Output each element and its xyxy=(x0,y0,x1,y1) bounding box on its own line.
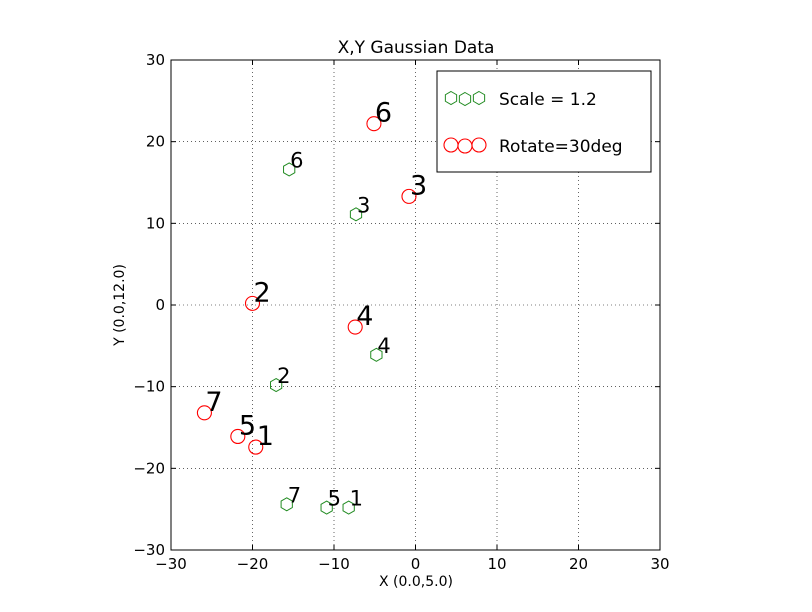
data-point-hexagon xyxy=(280,497,293,512)
y-axis-label: Y (0.0,12.0) xyxy=(112,264,128,347)
point-label: 1 xyxy=(350,487,363,511)
legend: Scale = 1.2 Rotate=30deg xyxy=(436,70,652,173)
point-label: 7 xyxy=(205,387,222,418)
legend-marker-hexagon xyxy=(472,90,486,106)
point-label: 7 xyxy=(288,483,301,507)
x-tick-label: 0 xyxy=(411,555,421,573)
legend-box xyxy=(436,70,652,173)
point-label: 3 xyxy=(410,170,427,201)
point-label: 4 xyxy=(356,301,373,332)
legend-label: Rotate=30deg xyxy=(499,137,623,157)
point-label: 4 xyxy=(377,334,390,358)
legend-label: Scale = 1.2 xyxy=(499,90,597,110)
y-tick-label: −10 xyxy=(133,378,165,396)
point-label: 5 xyxy=(328,487,341,511)
x-tick-label: −20 xyxy=(237,555,269,573)
data-point-circle xyxy=(248,439,264,455)
y-tick-label: 30 xyxy=(146,51,165,69)
data-points: 1 2 3 4 5 6 7 1 2 3 4 5 6 7 xyxy=(196,98,427,515)
x-tick-label: 20 xyxy=(569,555,588,573)
grid xyxy=(171,60,660,550)
data-point-hexagon xyxy=(283,162,296,177)
legend-marker-hexagon xyxy=(444,90,458,106)
x-tick-label: −10 xyxy=(318,555,350,573)
data-point-circle xyxy=(401,188,417,204)
data-point-hexagon xyxy=(370,347,383,362)
data-point-circle xyxy=(244,295,261,311)
y-tick-label: 20 xyxy=(146,133,165,151)
point-label: 2 xyxy=(277,364,290,388)
x-axis-label: X (0.0,5.0) xyxy=(379,574,453,590)
point-label: 2 xyxy=(254,277,271,308)
legend-entry: Rotate=30deg xyxy=(443,137,623,157)
data-point-hexagon xyxy=(270,377,283,393)
legend-entry: Scale = 1.2 xyxy=(444,90,597,110)
data-point-hexagon xyxy=(342,500,355,515)
y-tick-label: 10 xyxy=(146,214,165,232)
legend-marker-hexagon xyxy=(458,91,472,107)
point-label: 3 xyxy=(357,193,370,217)
y-tick-label: 0 xyxy=(155,296,165,314)
legend-marker-circle xyxy=(471,137,487,153)
x-tick-label: 10 xyxy=(487,555,506,573)
point-label: 5 xyxy=(239,410,256,441)
data-point-hexagon xyxy=(320,500,333,515)
data-point-circle xyxy=(230,428,246,445)
series-circle: 1 2 3 4 5 6 7 xyxy=(196,98,427,455)
data-point-circle xyxy=(347,319,363,335)
x-tick-label: 30 xyxy=(650,555,669,573)
legend-entries: Scale = 1.2 Rotate=30deg xyxy=(443,90,623,157)
data-point-circle xyxy=(196,405,212,421)
y-tick-label: −20 xyxy=(133,459,165,477)
y-tick-label: −30 xyxy=(133,541,165,559)
data-point-circle xyxy=(366,116,382,132)
x-tick-label: −30 xyxy=(155,555,187,573)
point-label: 1 xyxy=(257,421,274,452)
axis-ticks: −30 −20 −10 0 10 20 30 −30 −20 −10 0 10 20 30 xyxy=(133,51,669,573)
data-point-hexagon xyxy=(349,207,363,222)
series-hexagon: 1 2 3 4 5 6 7 xyxy=(270,148,391,515)
chart-title: X,Y Gaussian Data xyxy=(338,38,495,58)
point-label: 6 xyxy=(375,98,392,129)
point-label: 6 xyxy=(290,148,303,172)
